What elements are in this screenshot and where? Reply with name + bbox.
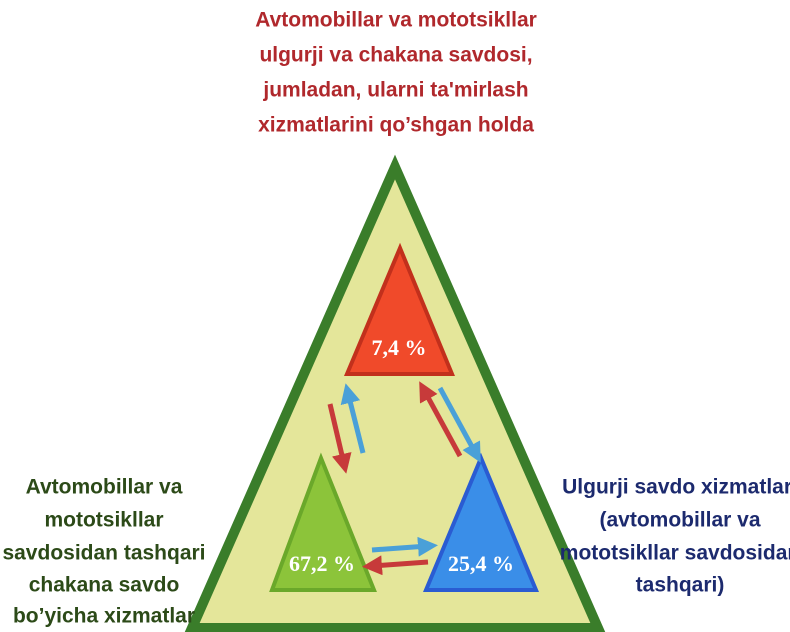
left-label: Avtomobillar va — [26, 476, 183, 499]
right-percent: 25,4 % — [448, 551, 514, 576]
top-triangle — [343, 242, 455, 376]
top-label: jumladan, ularni ta'mirlash — [262, 79, 528, 102]
outer-triangle — [184, 154, 606, 632]
top-label: Avtomobillar va mototsikllar — [255, 9, 537, 32]
right-triangle — [423, 452, 539, 592]
right-label: (avtomobillar va — [599, 509, 760, 532]
right-label: Ulgurji savdo xizmatlari — [562, 476, 790, 499]
left-triangle — [269, 452, 377, 592]
left-percent: 67,2 % — [289, 551, 355, 576]
left-label: mototsikllar — [44, 509, 163, 532]
left-label: chakana savdo — [29, 574, 180, 597]
right-label: tashqari) — [636, 574, 725, 597]
right-label: mototsikllar savdosidan — [560, 542, 790, 565]
left-label: bo’yicha xizmatlar — [13, 605, 195, 628]
left-label: savdosidan tashqari — [2, 542, 205, 565]
top-percent: 7,4 % — [372, 335, 427, 360]
top-label: xizmatlarini qo’shgan holda — [258, 114, 534, 137]
arrows — [327, 381, 481, 576]
top-label: ulgurji va chakana savdosi, — [259, 44, 532, 67]
